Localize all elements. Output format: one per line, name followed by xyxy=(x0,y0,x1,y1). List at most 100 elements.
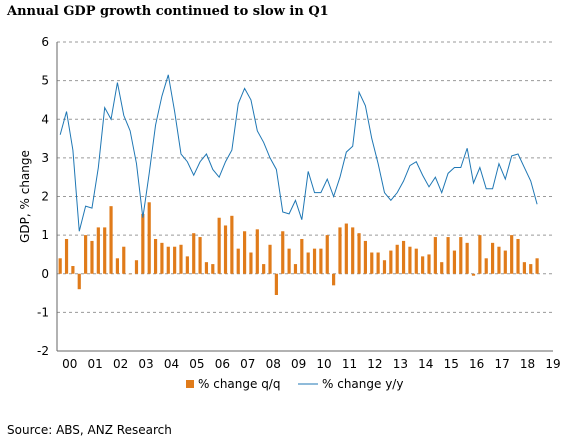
bar xyxy=(414,248,418,274)
x-tick-label: 03 xyxy=(138,357,153,371)
bar xyxy=(401,240,406,274)
series-line xyxy=(59,74,538,232)
bar xyxy=(179,244,183,274)
x-tick-label: 18 xyxy=(520,357,535,371)
bar xyxy=(382,260,387,274)
x-tick-label: 12 xyxy=(367,357,382,371)
bar xyxy=(376,252,380,274)
bar xyxy=(325,235,329,274)
bar xyxy=(503,250,507,274)
bar xyxy=(223,225,228,274)
bar xyxy=(516,238,520,274)
bar xyxy=(90,240,94,274)
bar xyxy=(262,264,266,274)
bar xyxy=(217,217,221,274)
bar xyxy=(370,252,374,274)
legend-swatch-bar xyxy=(186,380,194,388)
bar xyxy=(446,237,450,274)
bar xyxy=(319,248,323,274)
bar xyxy=(128,273,132,275)
y-axis-label: GDP, % change xyxy=(18,150,32,243)
x-tick-label: 17 xyxy=(494,357,509,371)
y-tick-label: 2 xyxy=(41,190,49,204)
y-tick-label: 6 xyxy=(41,35,49,49)
bar xyxy=(230,215,234,274)
bar xyxy=(478,235,482,274)
x-tick-label: 02 xyxy=(113,357,128,371)
bar xyxy=(173,246,177,274)
bar xyxy=(58,258,62,274)
x-tick-label: 04 xyxy=(164,357,179,371)
bar xyxy=(510,235,514,274)
bar xyxy=(389,250,393,274)
bar xyxy=(357,233,361,274)
y-tick-label: 3 xyxy=(41,151,49,165)
y-tick-label: -1 xyxy=(37,305,49,319)
x-tick-label: 10 xyxy=(316,357,331,371)
bar xyxy=(344,223,348,274)
bar xyxy=(351,227,355,274)
bar xyxy=(421,256,425,274)
x-tick-label: 16 xyxy=(469,357,484,371)
bar xyxy=(77,273,81,290)
x-tick-label: 14 xyxy=(418,357,433,371)
bar xyxy=(363,240,367,274)
bar xyxy=(395,244,399,274)
bar xyxy=(522,262,526,274)
bar xyxy=(497,246,501,274)
bar xyxy=(471,273,476,276)
bar xyxy=(134,260,139,274)
bar xyxy=(274,273,278,295)
bar xyxy=(306,252,310,274)
bar xyxy=(312,248,317,274)
bar xyxy=(185,256,189,274)
x-tick-label: 11 xyxy=(342,357,357,371)
x-tick-label: 06 xyxy=(215,357,230,371)
bar xyxy=(484,258,488,274)
bar xyxy=(211,264,215,274)
bar xyxy=(84,235,88,274)
x-tick-label: 01 xyxy=(88,357,103,371)
bar xyxy=(96,227,100,274)
bar xyxy=(71,266,75,274)
bar xyxy=(408,246,412,274)
bar xyxy=(243,231,247,274)
x-tick-label: 13 xyxy=(393,357,408,371)
bar xyxy=(452,250,457,274)
bar xyxy=(249,252,253,274)
x-tick-label: 19 xyxy=(545,357,560,371)
x-tick-label: 05 xyxy=(189,357,204,371)
y-tick-label: 4 xyxy=(41,112,49,126)
bar xyxy=(465,242,469,274)
bar xyxy=(293,264,298,274)
bar xyxy=(64,238,69,274)
bar xyxy=(268,244,272,274)
y-tick-label: 0 xyxy=(41,267,49,281)
x-tick-label: 15 xyxy=(444,357,459,371)
bar xyxy=(109,206,113,274)
bar xyxy=(459,237,463,274)
bar xyxy=(338,227,342,274)
legend-label-yy: % change y/y xyxy=(322,377,403,391)
bar xyxy=(255,229,259,274)
bar xyxy=(529,264,533,274)
y-tick-label: -2 xyxy=(37,344,49,358)
bar xyxy=(122,246,126,274)
x-tick-label: 07 xyxy=(240,357,255,371)
bar xyxy=(491,242,495,274)
bar xyxy=(236,248,240,274)
bar xyxy=(204,262,209,274)
x-tick-label: 08 xyxy=(266,357,281,371)
bar xyxy=(440,262,444,274)
bar xyxy=(427,254,431,274)
x-tick-label: 00 xyxy=(62,357,77,371)
y-tick-label: 5 xyxy=(41,74,49,88)
legend-label-qq: % change q/q xyxy=(198,377,280,391)
bar xyxy=(332,273,336,286)
x-tick-label: 09 xyxy=(291,357,306,371)
bar xyxy=(300,238,304,274)
bar xyxy=(287,248,291,274)
bar xyxy=(153,238,158,274)
